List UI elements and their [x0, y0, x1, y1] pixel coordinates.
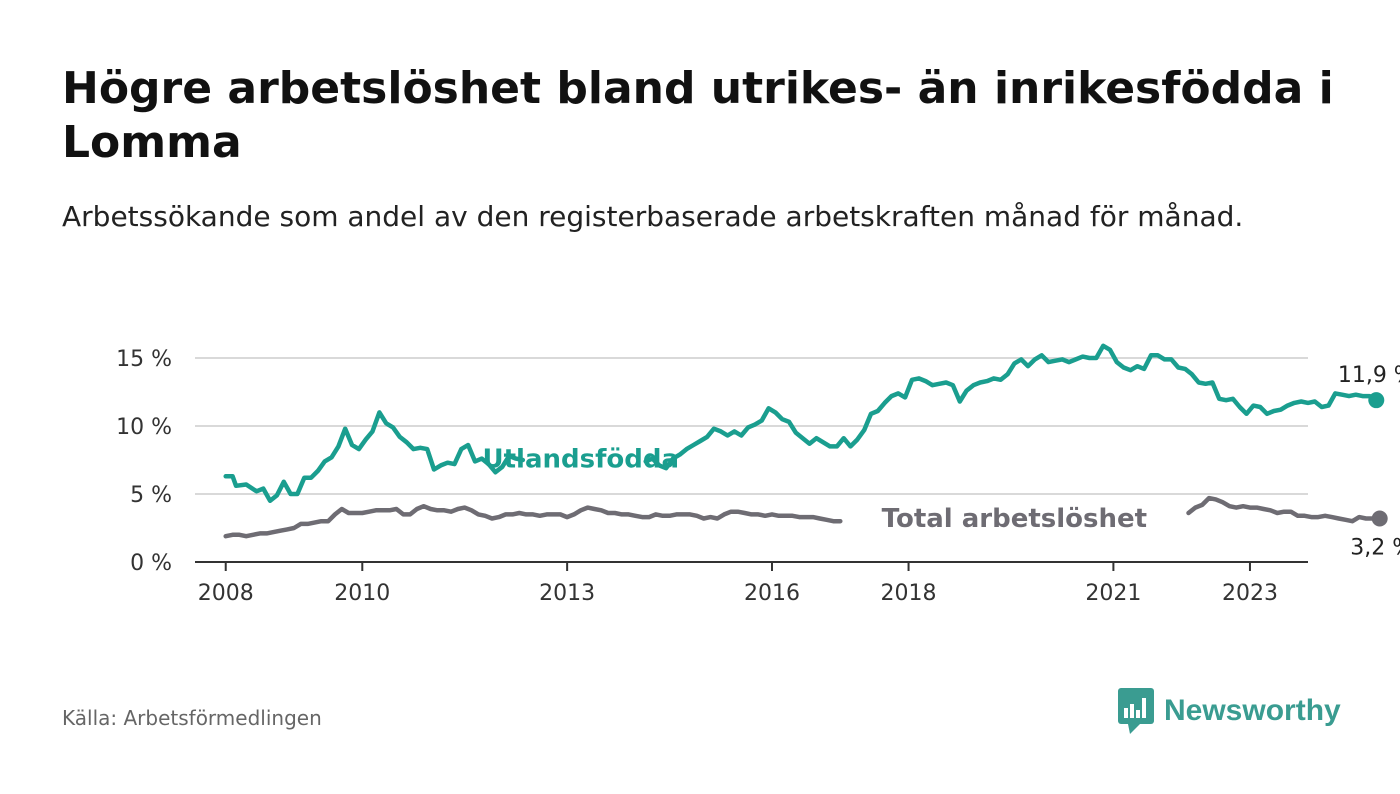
x-tick-label: 2023 [1222, 581, 1278, 606]
series-line-total [223, 495, 1382, 539]
x-tick-label: 2021 [1085, 581, 1141, 606]
series-end-point [1371, 510, 1388, 527]
label-total: Total arbetslöshet [882, 504, 1147, 534]
y-tick-label: 15 % [116, 347, 172, 372]
series-end-point [1368, 392, 1385, 409]
end-label-total: 3,2 % [1350, 535, 1400, 560]
chart-title: Högre arbetslöshet bland utrikes- än inr… [62, 63, 1334, 168]
x-tick-label: 2013 [539, 581, 595, 606]
y-axis-ticks: 0 % 5 % 10 % 15 % [116, 347, 172, 576]
line-chart: 0 %5 %10 %15 % 2008 2010 2013 2016 2018 2021 2… [116, 343, 1400, 606]
brand-logo[interactable]: Newsworthy [1118, 688, 1341, 734]
series-line-utlandsfodda [223, 343, 1379, 504]
series-lines [223, 343, 1388, 539]
x-tick-label: 2016 [744, 581, 800, 606]
y-tick-label: 5 % [130, 483, 172, 508]
y-tick-label: 10 % [116, 415, 172, 440]
brand-name: Newsworthy [1164, 694, 1341, 727]
x-tick-label: 2008 [198, 581, 254, 606]
source-note: Källa: Arbetsförmedlingen [62, 706, 322, 730]
x-axis: 2008 2010 2013 2016 2018 2021 2023 [195, 561, 1308, 606]
label-utlandsfodda: Utlandsfödda [483, 445, 680, 475]
end-label-utlandsfodda: 11,9 % [1338, 363, 1400, 388]
y-tick-label: 0 % [130, 551, 172, 576]
x-tick-label: 2010 [334, 581, 390, 606]
x-tick-label: 2018 [881, 581, 937, 606]
chart-subtitle: Arbetssökande som andel av den registerb… [62, 200, 1244, 233]
series-labels: Utlandsfödda Total arbetslöshet 11,9 % 3,2 … [483, 363, 1400, 560]
newsworthy-logo-icon [1118, 688, 1154, 734]
